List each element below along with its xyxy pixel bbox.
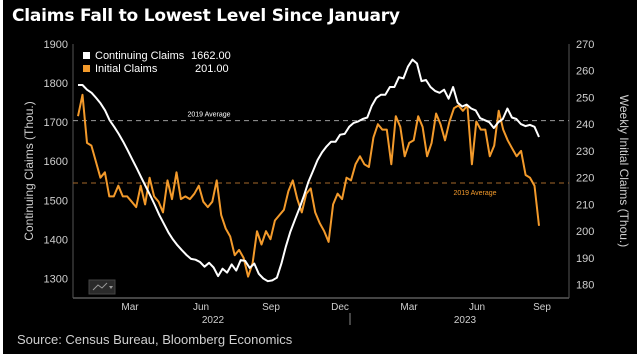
y-right-tick-label: 230	[576, 146, 594, 158]
y-left-tick-label: 1500	[44, 195, 68, 207]
x-tick-label: Sep	[533, 302, 551, 313]
initial-claims-line	[77, 93, 540, 278]
reference-line-label: 2019 Average	[453, 190, 496, 197]
zoom-box[interactable]	[88, 279, 116, 295]
y-right-tick-label: 220	[576, 173, 594, 185]
x-year-label: 2023	[454, 315, 477, 326]
chart-title: Claims Fall to Lowest Level Since Januar…	[12, 6, 400, 26]
y-right-tick-label: 180	[576, 280, 594, 292]
line-chart-icon	[92, 282, 108, 291]
y-left-tick-label: 1400	[44, 234, 68, 246]
x-tick-label: Jun	[193, 302, 209, 313]
legend-value-continuing: 1662.00	[191, 50, 231, 62]
y-left-tick-label: 1300	[44, 273, 68, 285]
legend-value-initial: 201.00	[195, 63, 229, 75]
x-tick-label: Dec	[331, 302, 349, 313]
legend-swatch-continuing	[83, 52, 90, 59]
source-note: Source: Census Bureau, Bloomberg Economi…	[17, 332, 293, 347]
y-left-tick-label: 1900	[44, 39, 68, 51]
chart-panel: Claims Fall to Lowest Level Since Januar…	[3, 0, 637, 354]
y-left-axis-label: Continuing Claims (Thou.)	[22, 101, 36, 240]
x-year-label: 2022	[202, 315, 225, 326]
legend-label-initial: Initial Claims	[95, 63, 158, 75]
x-tick-label: Mar	[400, 302, 418, 313]
y-right-axis-label: Weekly Initial Claims (Thou.)	[617, 95, 631, 247]
y-right-tick-label: 260	[576, 66, 594, 78]
y-left-tick-label: 1800	[44, 78, 68, 90]
y-right-tick-label: 270	[576, 39, 594, 51]
continuing-claims-line	[78, 58, 540, 283]
y-right-tick-label: 210	[576, 199, 594, 211]
x-tick-label: Jun	[469, 302, 485, 313]
chart-zoom-control[interactable]	[88, 279, 116, 295]
chart-svg: 1300 1400 1500 1600 1700 1800 1900 180 190 200 210…	[22, 39, 631, 326]
y-right-tick-label: 250	[576, 92, 594, 104]
reference-line-label: 2019 Average	[187, 112, 230, 119]
y-right-tick-label: 240	[576, 119, 594, 131]
x-tick-label: Mar	[121, 302, 139, 313]
y-left-tick-label: 1600	[44, 156, 68, 168]
x-tick-label: Sep	[262, 302, 280, 313]
y-left-tick-label: 1700	[44, 117, 68, 129]
y-right-tick-label: 190	[576, 253, 594, 265]
chevron-down-icon	[109, 286, 113, 289]
legend-label-continuing: Continuing Claims	[95, 50, 185, 62]
legend-swatch-initial	[83, 65, 90, 72]
y-right-tick-label: 200	[576, 226, 594, 238]
